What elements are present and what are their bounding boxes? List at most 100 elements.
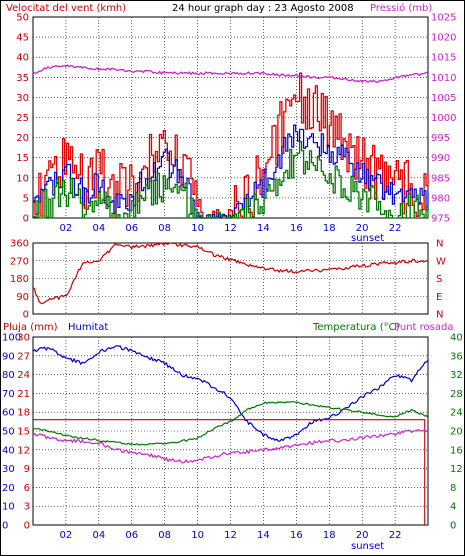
wind-tick-label: 10 (16, 173, 29, 184)
rain-tick-label: 6 (24, 483, 30, 494)
hour-tick-label: 16 (290, 223, 303, 234)
hour-tick-label: 04 (92, 223, 105, 234)
pressure-tick-label: 1005 (431, 93, 456, 104)
dewpoint-axis-title: Punt rosada (394, 322, 453, 333)
humidity-tick-label: 60 (2, 408, 15, 419)
pressure-tick-label: 985 (431, 173, 450, 184)
wind-tick-label: 25 (16, 113, 29, 124)
direction-tick-label: 270 (10, 256, 29, 267)
wind-tick-label: 35 (16, 73, 29, 84)
wind-tick-label: 30 (16, 93, 29, 104)
hour-tick-label: 18 (323, 223, 336, 234)
temperature-tick-label: 20 (450, 427, 463, 438)
hour-tick-label: 18 (323, 530, 336, 541)
direction-tick-label: 0 (23, 310, 29, 321)
sunset-label-bottom: sunset (351, 541, 384, 552)
hour-tick-label: 22 (389, 223, 402, 234)
pressure-series-line (32, 64, 429, 84)
rain-tick-label: 27 (17, 351, 30, 362)
direction-series-line (32, 242, 429, 305)
pressure-tick-label: 1025 (431, 13, 456, 24)
compass-label: E (436, 292, 442, 303)
pressure-axis-title: Pressió (mb) (370, 2, 432, 14)
hour-tick-label: 20 (356, 530, 369, 541)
rain-tick-label: 18 (17, 408, 30, 419)
humidity-temperature-panel: Pluja (mm) Humitat Temperatura (°C) Punt… (2, 322, 463, 552)
rain-tick-label: 15 (17, 427, 30, 438)
rain-tick-label: 24 (17, 370, 30, 381)
hour-tick-label: 16 (290, 530, 303, 541)
direction-tick-label: 360 (10, 239, 29, 250)
humidity-tick-label: 20 (2, 483, 15, 494)
humidity-tick-label: 40 (2, 445, 15, 456)
humidity-axis-title: Humitat (68, 322, 108, 333)
humidity-tick-label: 70 (2, 389, 15, 400)
wind-min-series-line (33, 141, 429, 219)
wind-tick-label: 0 (23, 214, 29, 225)
hour-tick-label: 02 (60, 223, 73, 234)
humidity-tick-label: 50 (2, 427, 15, 438)
pressure-tick-label: 1010 (431, 73, 456, 84)
wind-tick-label: 50 (16, 13, 29, 24)
pressure-tick-label: 1020 (431, 33, 456, 44)
pressure-tick-label: 990 (431, 153, 450, 164)
hour-tick-label: 22 (389, 530, 402, 541)
hour-tick-label: 06 (125, 530, 138, 541)
pressure-tick-label: 975 (431, 214, 450, 225)
temperature-tick-label: 40 (450, 333, 463, 344)
direction-tick-label: 180 (10, 274, 29, 285)
pressure-tick-label: 1000 (431, 113, 456, 124)
humidity-series-line (32, 345, 429, 442)
temperature-tick-label: 8 (450, 483, 456, 494)
compass-label: S (436, 274, 442, 285)
temperature-axis-title: Temperatura (°C) (312, 322, 400, 333)
chart-title: 24 hour graph day : 23 Agosto 2008 (172, 3, 354, 14)
rain-tick-label: 12 (17, 445, 30, 456)
hour-tick-label: 06 (125, 223, 138, 234)
pressure-tick-label: 995 (431, 133, 450, 144)
direction-tick-label: 90 (16, 292, 29, 303)
hour-tick-label: 12 (224, 223, 237, 234)
humidity-tick-label: 30 (2, 464, 15, 475)
wind-pressure-panel: Velocitat del vent (kmh) 24 hour graph d… (6, 2, 456, 244)
hour-tick-label: 02 (60, 530, 73, 541)
temperature-series-line (32, 401, 429, 446)
dewpoint-series-line (32, 428, 428, 464)
rain-series-line (33, 419, 426, 525)
hour-tick-label: 10 (191, 223, 204, 234)
humidity-tick-label: 10 (2, 502, 15, 513)
humidity-tick-label: 90 (2, 351, 15, 362)
rain-tick-label: 0 (24, 521, 30, 532)
hour-tick-label: 20 (356, 223, 369, 234)
hour-tick-label: 08 (158, 223, 171, 234)
hour-tick-label: 12 (224, 530, 237, 541)
compass-label: W (436, 256, 446, 267)
humidity-tick-label: 0 (2, 521, 8, 532)
hour-tick-label: 04 (92, 530, 105, 541)
humidity-tick-label: 80 (2, 370, 15, 381)
hour-tick-label: 08 (158, 530, 171, 541)
rain-tick-label: 21 (17, 389, 30, 400)
humidity-tick-label: 100 (2, 333, 21, 344)
wind-tick-label: 40 (16, 53, 29, 64)
temperature-tick-label: 12 (450, 464, 463, 475)
rain-tick-label: 9 (24, 464, 30, 475)
hour-tick-label: 14 (257, 223, 270, 234)
rain-tick-label: 30 (17, 333, 30, 344)
pressure-tick-label: 1015 (431, 53, 456, 64)
rain-axis-title: Pluja (mm) (3, 322, 58, 333)
hour-tick-label: 10 (191, 530, 204, 541)
rain-tick-label: 3 (24, 502, 30, 513)
temperature-tick-label: 24 (450, 408, 463, 419)
wind-tick-label: 45 (16, 33, 29, 44)
compass-label: N (436, 239, 443, 250)
temperature-tick-label: 0 (450, 521, 456, 532)
pressure-tick-label: 980 (431, 193, 450, 204)
temperature-tick-label: 36 (450, 351, 463, 362)
wind-axis-title: Velocitat del vent (kmh) (6, 3, 126, 14)
temperature-tick-label: 4 (450, 502, 456, 513)
hour-tick-label: 14 (257, 530, 270, 541)
